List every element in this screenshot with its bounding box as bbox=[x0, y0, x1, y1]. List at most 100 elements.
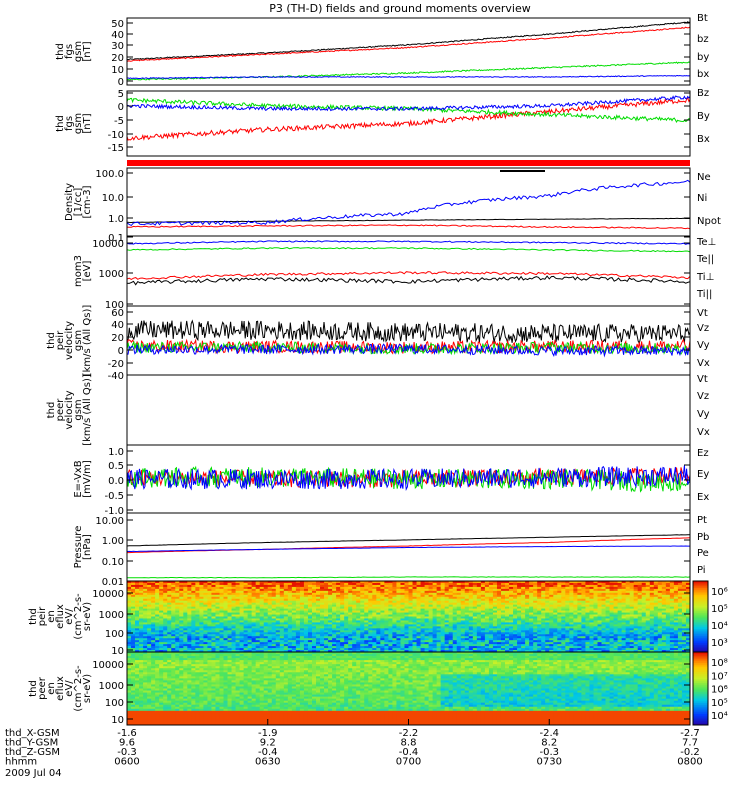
heatmap-cell bbox=[143, 600, 148, 604]
heatmap-cell bbox=[151, 604, 156, 608]
heatmap-cell bbox=[340, 646, 345, 649]
heatmap-cell bbox=[135, 636, 140, 639]
heatmap-cell bbox=[348, 634, 353, 637]
heatmap-cell bbox=[175, 626, 180, 629]
heatmap-cell bbox=[195, 638, 200, 641]
heatmap-cell bbox=[496, 602, 502, 606]
heatmap-cell bbox=[271, 644, 277, 647]
heatmap-cell bbox=[505, 588, 510, 592]
heatmap-cell bbox=[203, 648, 208, 651]
heatmap-cell bbox=[131, 594, 136, 598]
heatmap-cell bbox=[340, 634, 345, 637]
heatmap-cell bbox=[505, 616, 510, 619]
heatmap-cell bbox=[593, 644, 598, 647]
heatmap-cell bbox=[476, 594, 482, 598]
heatmap-cell bbox=[549, 618, 554, 621]
heatmap-cell bbox=[436, 612, 442, 615]
heatmap-cell bbox=[167, 628, 172, 631]
heatmap-cell bbox=[541, 602, 546, 606]
heatmap-cell bbox=[396, 594, 401, 598]
heatmap-cell bbox=[127, 624, 132, 627]
heatmap-cell bbox=[428, 612, 434, 615]
heatmap-cell bbox=[199, 614, 204, 617]
heatmap-cell bbox=[484, 630, 490, 633]
heatmap-cell bbox=[641, 640, 647, 643]
heatmap-cell bbox=[428, 582, 434, 586]
heatmap-cell bbox=[139, 636, 144, 639]
heatmap-cell bbox=[589, 614, 594, 617]
heatmap-cell bbox=[505, 622, 510, 625]
heatmap-cell bbox=[163, 620, 168, 623]
heatmap-cell bbox=[653, 644, 659, 647]
heatmap-cell bbox=[135, 612, 140, 615]
heatmap-cell bbox=[476, 620, 482, 623]
heatmap-cell bbox=[203, 650, 208, 653]
heatmap-cell bbox=[625, 598, 631, 602]
heatmap-cell bbox=[263, 638, 269, 641]
heatmap-cell bbox=[496, 630, 502, 633]
heatmap-cell bbox=[352, 620, 357, 623]
heatmap-cell bbox=[589, 582, 594, 586]
heatmap-cell bbox=[400, 604, 405, 608]
heatmap-cell bbox=[509, 598, 514, 602]
heatmap-cell bbox=[525, 620, 530, 623]
heatmap-cell bbox=[255, 586, 261, 590]
heatmap-cell bbox=[416, 618, 421, 621]
heatmap-cell bbox=[255, 634, 261, 637]
heatmap-cell bbox=[187, 598, 192, 602]
heatmap-cell bbox=[657, 646, 663, 649]
heatmap-cell bbox=[143, 588, 148, 592]
heatmap-cell bbox=[412, 590, 417, 594]
heatmap-cell bbox=[545, 628, 550, 631]
heatmap-cell bbox=[340, 632, 345, 635]
heatmap-cell bbox=[649, 642, 655, 645]
heatmap-cell bbox=[388, 588, 393, 592]
heatmap-cell bbox=[480, 612, 486, 615]
heatmap-cell bbox=[283, 600, 289, 604]
heatmap-cell bbox=[468, 586, 474, 590]
heatmap-cell bbox=[460, 600, 466, 604]
heatmap-cell bbox=[231, 622, 236, 625]
heatmap-cell bbox=[356, 636, 361, 639]
heatmap-cell bbox=[299, 600, 305, 604]
heatmap-cell bbox=[625, 590, 631, 594]
heatmap-cell bbox=[368, 624, 373, 627]
heatmap-cell bbox=[577, 608, 582, 611]
heatmap-cell bbox=[617, 632, 623, 635]
heatmap-cell bbox=[581, 614, 586, 617]
heatmap-cell bbox=[589, 628, 594, 631]
heatmap-cell bbox=[653, 581, 659, 584]
heatmap-cell bbox=[448, 606, 454, 610]
heatmap-cell bbox=[529, 626, 534, 629]
heatmap-cell bbox=[263, 598, 269, 602]
heatmap-cell bbox=[617, 604, 623, 608]
heatmap-cell bbox=[348, 600, 353, 604]
heatmap-cell bbox=[311, 596, 317, 600]
heatmap-cell bbox=[533, 582, 538, 586]
heatmap-cell bbox=[203, 594, 208, 598]
heatmap-cell bbox=[243, 630, 249, 633]
heatmap-cell bbox=[139, 632, 144, 635]
heatmap-cell bbox=[195, 620, 200, 623]
heatmap-cell bbox=[215, 630, 220, 633]
heatmap-cell bbox=[163, 608, 168, 611]
heatmap-cell bbox=[513, 584, 518, 588]
heatmap-cell bbox=[569, 594, 574, 598]
heatmap-cell bbox=[549, 638, 554, 641]
heatmap-cell bbox=[203, 610, 208, 613]
heatmap-cell bbox=[649, 634, 655, 637]
heatmap-cell bbox=[167, 600, 172, 604]
heatmap-cell bbox=[368, 581, 373, 584]
heatmap-cell bbox=[649, 650, 655, 653]
heatmap-cell bbox=[509, 648, 514, 651]
heatmap-cell bbox=[440, 581, 446, 584]
heatmap-cell bbox=[645, 610, 651, 613]
heatmap-cell bbox=[492, 644, 498, 647]
heatmap-cell bbox=[227, 640, 232, 643]
heatmap-cell bbox=[484, 606, 490, 610]
heatmap-cell bbox=[428, 588, 434, 592]
heatmap-cell bbox=[420, 648, 425, 651]
heatmap-cell bbox=[537, 584, 542, 588]
heatmap-cell bbox=[219, 604, 224, 608]
heatmap-cell bbox=[496, 596, 502, 600]
